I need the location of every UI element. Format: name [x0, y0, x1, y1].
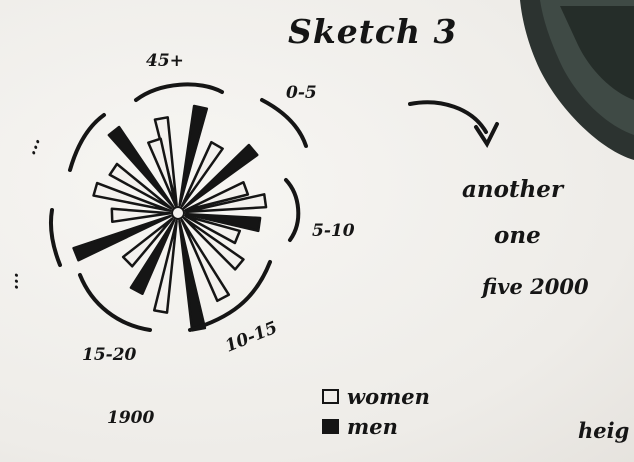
petal-women-17	[108, 162, 173, 210]
petal-men-12	[129, 218, 176, 296]
petal-women-16	[92, 181, 172, 213]
bracket-45plus	[134, 82, 224, 102]
petal-men-0	[178, 104, 209, 207]
petal-women-9	[180, 218, 231, 303]
note-line-1: another	[462, 176, 564, 203]
legend-label-men: men	[347, 414, 398, 439]
sector-label-10-15: 10-15	[222, 318, 280, 357]
sector-brackets	[49, 82, 308, 332]
petal-women-11	[152, 219, 178, 314]
petal-men-18	[107, 125, 175, 208]
sector-label-ellipsis-upper: ...	[20, 134, 45, 158]
camera-lens-object	[520, 0, 634, 160]
petal-women-19	[147, 137, 177, 207]
radial-petal-chart	[72, 104, 268, 332]
bracket-left-lower	[49, 208, 62, 267]
legend-women: women	[322, 384, 430, 409]
bracket-left-upper	[68, 113, 106, 172]
legend-swatch-men	[322, 419, 339, 434]
note-line-2: one	[494, 222, 541, 249]
sector-label-0-5: 0-5	[286, 83, 317, 103]
bracket-0-5	[260, 98, 308, 148]
arrow-to-note	[408, 100, 499, 149]
petal-men-14	[72, 214, 172, 262]
petal-women-13	[121, 217, 174, 268]
bracket-15-20	[78, 273, 152, 332]
note-line-3: five 2000	[482, 274, 589, 299]
bracket-10-15	[188, 260, 272, 332]
legend-men: men	[322, 414, 398, 439]
sector-label-5-10: 5-10	[312, 221, 355, 241]
petal-men-3	[182, 143, 259, 210]
petal-women-8	[182, 216, 245, 271]
sketch-title: Sketch 3	[288, 12, 458, 51]
sector-label-45plus: 45+	[146, 51, 184, 71]
petal-men-6	[184, 212, 262, 233]
bracket-5-10	[284, 178, 301, 242]
year-label: 1900	[107, 408, 155, 428]
petal-women-4	[184, 181, 250, 212]
petal-women-7	[184, 214, 242, 245]
legend-label-women: women	[347, 384, 430, 409]
center-dot	[171, 206, 185, 220]
petal-women-15	[110, 207, 172, 224]
sector-label-15-20: 15-20	[82, 345, 137, 365]
cutoff-word: heig	[578, 418, 630, 443]
sector-label-ellipsis-lower: ...	[3, 272, 23, 290]
petal-women-2	[180, 140, 224, 208]
legend-swatch-women	[322, 389, 339, 404]
petal-women-5	[184, 193, 268, 214]
